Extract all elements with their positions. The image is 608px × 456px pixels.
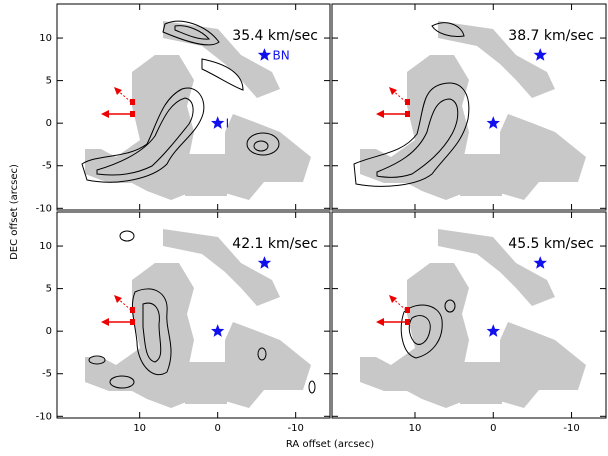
x-tick-label: 10 — [409, 423, 422, 434]
x-tick-label: 10 — [133, 423, 146, 434]
velocity-label: 42.1 km/sec — [232, 236, 318, 252]
panel: 10 0 -10 45.5 km/sec — [332, 212, 606, 434]
panel: 10 0 -10 -10 -5 0 5 10 42.1 km/sec — [36, 212, 330, 434]
emission — [360, 229, 586, 408]
velocity-label: 45.5 km/sec — [508, 236, 594, 252]
y-tick-label: 5 — [46, 76, 52, 87]
y-tick-label: 0 — [46, 118, 52, 129]
y-tick-label: -10 — [36, 411, 52, 422]
star — [487, 116, 500, 129]
x-tick-label: 0 — [214, 423, 220, 434]
y-tick-label: -5 — [42, 161, 52, 172]
x-tick-label: 0 — [490, 423, 496, 434]
y-tick-label: -5 — [42, 369, 52, 380]
map-area — [85, 229, 315, 408]
star-label: BN — [272, 49, 289, 63]
velocity-label: 38.7 km/sec — [508, 28, 594, 44]
star — [258, 48, 271, 61]
map-area — [360, 229, 586, 408]
star — [258, 256, 271, 269]
outflow-arrows — [101, 87, 135, 118]
y-tick-label: 10 — [39, 241, 52, 252]
outflow-arrows — [101, 295, 135, 326]
x-tick-label: -10 — [563, 423, 579, 434]
emission — [85, 229, 311, 408]
y-tick-label: 10 — [39, 33, 52, 44]
y-tick-label: 0 — [46, 326, 52, 337]
emission — [360, 21, 586, 200]
panel: -10 -5 0 5 10 35.4 km/sec BN I — [36, 4, 330, 214]
x-axis-label: RA offset (arcsec) — [286, 439, 374, 450]
star — [211, 116, 224, 129]
velocity-label: 35.4 km/sec — [232, 28, 318, 44]
panel: 38.7 km/sec — [332, 4, 606, 210]
star — [211, 324, 224, 337]
outflow-arrows — [376, 87, 410, 118]
figure: DEC offset (arcsec) RA offset (arcsec) -… — [0, 0, 608, 452]
outflow-arrows — [376, 295, 410, 326]
star — [534, 256, 547, 269]
y-tick-label: -10 — [36, 203, 52, 214]
star — [487, 324, 500, 337]
map-area — [354, 21, 586, 200]
x-tick-label: -10 — [288, 423, 304, 434]
star-label: I — [226, 117, 230, 131]
y-axis-label: DEC offset (arcsec) — [9, 164, 20, 260]
y-tick-label: 5 — [46, 284, 52, 295]
star — [534, 48, 547, 61]
